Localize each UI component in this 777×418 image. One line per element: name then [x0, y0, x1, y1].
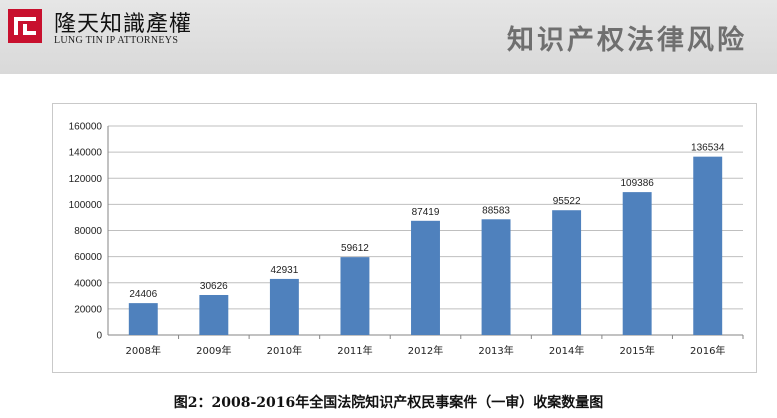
- y-tick-label: 140000: [69, 148, 103, 159]
- page-title: 知识产权法律风险: [507, 25, 747, 56]
- chart-frame: 0 20000 40000 60000 80000 100000 120000 140000 1…: [52, 103, 757, 373]
- data-label: 88583: [482, 205, 510, 216]
- x-tick-label: 2009年: [196, 344, 231, 357]
- x-tick-label: 2011年: [337, 344, 372, 357]
- bar: [199, 294, 229, 335]
- bar-chart: 0 20000 40000 60000 80000 100000 120000 140000 1…: [69, 122, 744, 357]
- lung-tin-logo-icon: [8, 9, 42, 43]
- data-label: 30626: [200, 281, 228, 292]
- x-tick-label: 2010年: [267, 344, 302, 357]
- y-tick-label: 40000: [74, 278, 102, 289]
- y-tick-label: 20000: [74, 304, 102, 315]
- y-tick-label: 100000: [69, 200, 103, 211]
- y-tick-label: 160000: [69, 122, 103, 133]
- page-header: 隆天知識產權 LUNG TIN IP ATTORNEYS 知识产权法律风险: [0, 0, 777, 74]
- bar: [481, 219, 511, 335]
- y-tick-label: 120000: [69, 174, 103, 185]
- bar: [340, 257, 370, 335]
- chart-caption: 图2：2008-2016年全国法院知识产权民事案件（一审）收案数量图: [173, 395, 604, 411]
- bar: [622, 192, 652, 335]
- bar: [552, 210, 582, 335]
- data-label: 95522: [553, 196, 581, 207]
- x-tick-label: 2016年: [690, 344, 725, 357]
- bar: [269, 278, 299, 335]
- bar: [693, 156, 723, 335]
- y-tick-label: 60000: [74, 252, 102, 263]
- x-tick-label: 2014年: [549, 344, 584, 357]
- data-label: 24406: [129, 289, 157, 300]
- firm-name-en: LUNG TIN IP ATTORNEYS: [54, 35, 179, 46]
- bar: [411, 220, 440, 335]
- x-tick-label: 2008年: [126, 344, 161, 357]
- data-label: 42931: [270, 265, 298, 276]
- bar: [128, 303, 158, 335]
- data-label: 59612: [341, 243, 369, 254]
- firm-name-cn: 隆天知識產權: [54, 12, 193, 37]
- x-tick-label: 2012年: [408, 344, 443, 357]
- y-tick-label: 80000: [74, 226, 102, 237]
- y-tick-label: 0: [96, 331, 102, 342]
- x-tick-label: 2013年: [478, 344, 513, 357]
- x-tick-label: 2015年: [619, 344, 654, 357]
- data-label: 109386: [620, 178, 654, 189]
- data-label: 87419: [412, 207, 440, 218]
- data-label: 136534: [691, 143, 725, 154]
